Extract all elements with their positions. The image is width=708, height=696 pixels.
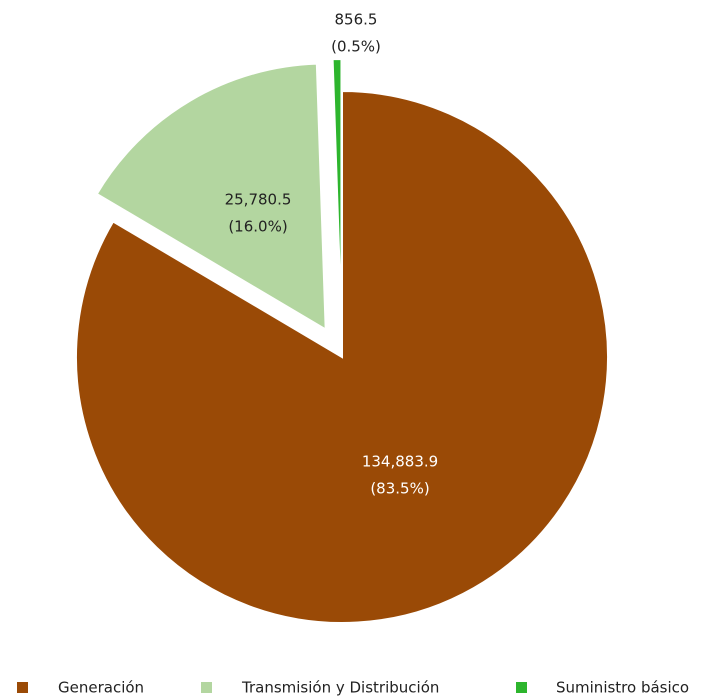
pie-slice (75, 89, 609, 624)
legend-swatch (17, 682, 28, 693)
percent-label: (16.0%) (228, 218, 287, 236)
percent-label: (83.5%) (370, 480, 429, 498)
legend-label: Generación (58, 679, 144, 696)
percent-label: (0.5%) (331, 38, 381, 56)
legend-label: Suministro básico (556, 679, 689, 696)
pie-slice (331, 58, 343, 326)
legend-label: Transmisión y Distribución (241, 679, 439, 696)
legend-swatch (516, 682, 527, 693)
legend-swatch (201, 682, 212, 693)
data-label: 856.5 (335, 11, 378, 29)
data-label: 134,883.9 (362, 453, 438, 471)
pie-slice (95, 62, 327, 332)
data-label: 25,780.5 (225, 191, 292, 209)
